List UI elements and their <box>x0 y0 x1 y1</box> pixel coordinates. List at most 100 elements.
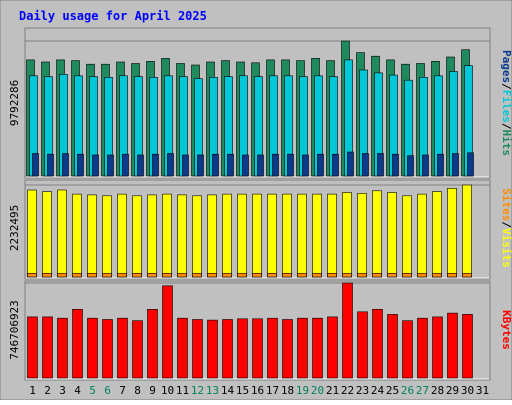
bar-visits-day-4 <box>72 193 82 278</box>
bar-pages-day-7 <box>122 153 129 177</box>
bar-pages-day-28 <box>437 153 444 177</box>
bar-kbytes-day-19 <box>297 317 308 379</box>
bar-sites-day-22 <box>342 272 352 278</box>
series-sites <box>27 272 472 278</box>
bar-sites-day-16 <box>252 272 262 278</box>
bar-visits-day-15 <box>237 193 247 278</box>
bar-pages-day-22 <box>347 151 354 177</box>
bar-kbytes-day-17 <box>267 317 278 379</box>
bar-pages-day-25 <box>392 153 399 177</box>
day-label: 24 <box>371 384 385 397</box>
day-label: 8 <box>134 384 141 397</box>
bar-kbytes-day-26 <box>402 320 413 379</box>
bar-pages-day-11 <box>182 154 189 177</box>
bar-visits-day-10 <box>162 193 172 278</box>
bar-sites-day-27 <box>417 272 427 278</box>
bar-sites-day-12 <box>192 272 202 278</box>
bar-visits-day-20 <box>312 193 322 278</box>
bar-visits-day-11 <box>177 194 187 278</box>
day-label: 14 <box>221 384 235 397</box>
bar-visits-day-23 <box>357 193 367 278</box>
bar-sites-day-25 <box>387 272 397 278</box>
bar-pages-day-9 <box>152 153 159 177</box>
panel-legend-label: Sites/Visits <box>500 188 512 268</box>
bar-sites-day-2 <box>42 272 52 278</box>
bar-pages-day-13 <box>212 153 219 177</box>
bar-kbytes-day-7 <box>117 317 128 379</box>
bar-kbytes-day-5 <box>87 317 98 379</box>
bar-pages-day-5 <box>92 154 99 177</box>
bar-kbytes-day-24 <box>372 308 383 379</box>
bar-kbytes-day-14 <box>222 319 233 379</box>
bar-pages-day-21 <box>332 153 339 177</box>
day-label: 13 <box>206 384 219 397</box>
day-label: 30 <box>461 384 474 397</box>
bar-visits-day-22 <box>342 192 352 278</box>
series-kbytes <box>27 282 473 379</box>
bar-visits-day-26 <box>402 195 412 278</box>
day-label: 3 <box>59 384 66 397</box>
bar-visits-day-21 <box>327 193 337 278</box>
bar-kbytes-day-25 <box>387 314 398 379</box>
bar-visits-day-25 <box>387 192 397 278</box>
panel-max-label: 2232495 <box>8 205 21 251</box>
bar-sites-day-9 <box>147 272 157 278</box>
bar-sites-day-15 <box>237 272 247 278</box>
bar-sites-day-17 <box>267 272 277 278</box>
day-label: 11 <box>176 384 189 397</box>
bar-kbytes-day-21 <box>327 316 338 379</box>
day-label: 20 <box>311 384 324 397</box>
bar-kbytes-day-16 <box>252 318 263 379</box>
bar-pages-day-14 <box>227 153 234 177</box>
bar-pages-day-17 <box>272 153 279 177</box>
x-axis-day-labels: 1 2 3 4 5 6 7 8 9 10 11 12 13 14 15 16 17 18 19 20 21 22 23 24 2… <box>29 384 489 397</box>
day-label: 23 <box>356 384 369 397</box>
bar-visits-day-5 <box>87 194 97 278</box>
bar-visits-day-27 <box>417 193 427 278</box>
legend-separator: / <box>500 83 512 90</box>
day-label: 28 <box>431 384 444 397</box>
bar-visits-day-8 <box>132 195 142 278</box>
bar-sites-day-5 <box>87 272 97 278</box>
day-label: 21 <box>326 384 339 397</box>
bar-kbytes-day-13 <box>207 319 218 379</box>
bar-pages-day-19 <box>302 154 309 177</box>
chart-panels: 9792286Pages/Files/Hits2232495Sites/Visi… <box>8 27 512 381</box>
bar-pages-day-6 <box>107 154 114 177</box>
bar-kbytes-day-1 <box>27 316 38 379</box>
bar-pages-day-3 <box>62 153 69 177</box>
legend-entry-kbytes: KBytes <box>500 310 512 350</box>
day-label: 4 <box>74 384 81 397</box>
day-label: 7 <box>119 384 126 397</box>
panel-kbytes: 746706923 KBytes <box>8 280 512 381</box>
bar-sites-day-21 <box>327 272 337 278</box>
day-label: 2 <box>44 384 51 397</box>
legend-entry-hits: Hits <box>500 130 512 157</box>
bar-visits-day-7 <box>117 193 127 278</box>
day-label: 6 <box>104 384 111 397</box>
bar-sites-day-8 <box>132 272 142 278</box>
day-label: 27 <box>416 384 429 397</box>
bar-pages-day-27 <box>422 154 429 177</box>
day-label: 19 <box>296 384 309 397</box>
bar-kbytes-day-3 <box>57 317 68 379</box>
bar-sites-day-24 <box>372 272 382 278</box>
bar-kbytes-day-30 <box>462 314 473 379</box>
bar-visits-day-9 <box>147 194 157 278</box>
bar-kbytes-day-27 <box>417 317 428 379</box>
day-label: 25 <box>386 384 399 397</box>
bar-kbytes-day-15 <box>237 318 248 379</box>
bar-kbytes-day-11 <box>177 317 188 379</box>
bar-kbytes-day-2 <box>42 316 53 379</box>
bar-sites-day-30 <box>462 272 472 278</box>
day-label: 29 <box>446 384 459 397</box>
bar-visits-day-29 <box>447 188 457 278</box>
bar-sites-day-6 <box>102 272 112 278</box>
bar-sites-day-18 <box>282 272 292 278</box>
bar-pages-day-29 <box>452 153 459 177</box>
day-label: 18 <box>281 384 294 397</box>
bar-visits-day-17 <box>267 193 277 278</box>
bar-visits-day-6 <box>102 195 112 278</box>
